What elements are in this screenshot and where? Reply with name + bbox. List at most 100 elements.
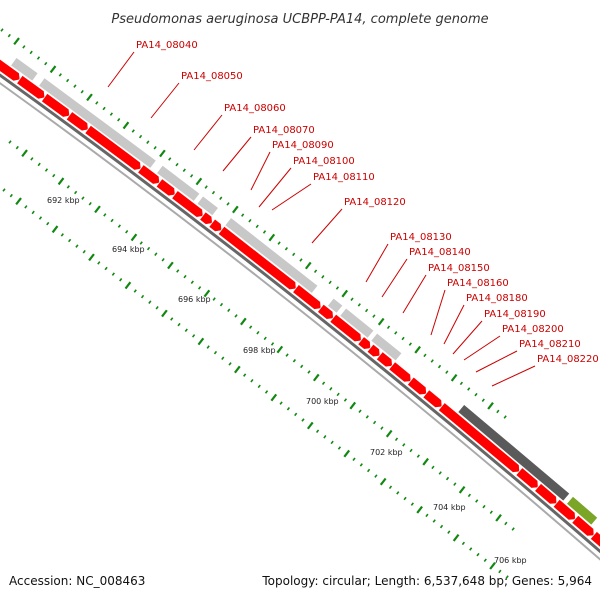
gc-tick: [155, 306, 159, 310]
gene-arrow: [198, 211, 213, 225]
gc-tick: [330, 440, 334, 445]
gene-arrow: [589, 530, 600, 548]
gc-tick: [161, 258, 165, 262]
gc-tick: [195, 177, 203, 186]
gc-tick: [175, 162, 179, 167]
gc-tick: [323, 435, 327, 439]
gene-arrow: [406, 376, 428, 396]
gene-label-pa14-08070[interactable]: PA14_08070: [253, 125, 315, 136]
gc-tick: [130, 233, 138, 242]
gc-tick: [304, 261, 312, 270]
gene-label-pa14-08130[interactable]: PA14_08130: [390, 232, 452, 243]
gc-tick: [423, 353, 427, 358]
gene-label-pa14-08140[interactable]: PA14_08140: [409, 247, 471, 258]
gene-label-pa14-08210[interactable]: PA14_08210: [519, 339, 581, 350]
gene-arrow: [388, 361, 412, 383]
gene-label-pa14-08100[interactable]: PA14_08100: [293, 156, 355, 167]
gc-tick: [146, 140, 150, 144]
gc-tick: [219, 196, 223, 201]
gc-tick: [495, 513, 502, 522]
gc-tick: [292, 252, 296, 257]
leader-line: [430, 289, 446, 336]
gc-tick: [49, 65, 57, 74]
gc-tick: [439, 524, 444, 529]
gc-tick: [44, 168, 49, 172]
gene-label-pa14-08180[interactable]: PA14_08180: [466, 293, 528, 304]
gene-label-pa14-08220[interactable]: PA14_08220: [537, 354, 599, 365]
gc-tick: [75, 244, 79, 248]
gc-tick: [232, 205, 239, 214]
gc-tick: [450, 373, 458, 382]
gc-tick: [335, 286, 340, 290]
kbp-label-702: 702 kbp: [370, 448, 403, 457]
orf-feature: [10, 56, 39, 82]
gc-tick: [184, 328, 188, 332]
leader-line: [193, 114, 223, 151]
gc-tick: [57, 177, 65, 186]
gc-skew-ticks: [0, 28, 515, 579]
leader-line: [402, 274, 427, 314]
gc-tick: [97, 261, 101, 265]
gene-label-pa14-08120[interactable]: PA14_08120: [344, 197, 406, 208]
gene-label-pa14-08060[interactable]: PA14_08060: [224, 103, 286, 114]
gc-tick: [117, 117, 121, 122]
gc-tick: [300, 364, 304, 369]
gc-tick: [44, 61, 48, 66]
gc-tick: [452, 533, 460, 542]
gc-tick: [51, 225, 59, 234]
gc-tick: [503, 415, 507, 419]
gc-tick: [248, 218, 252, 223]
gc-tick: [496, 409, 500, 414]
gc-tick: [487, 401, 494, 410]
label-leader-lines: [107, 51, 536, 387]
gc-tick: [380, 426, 384, 430]
gc-tick: [416, 454, 420, 458]
gene-track: [0, 58, 600, 548]
gc-tick: [29, 50, 33, 55]
gc-tick: [511, 527, 515, 531]
gc-tick: [432, 519, 436, 523]
gc-tick: [13, 37, 20, 46]
gene-arrow: [375, 351, 393, 368]
kbp-label-706: 706 kbp: [494, 556, 527, 565]
gc-tick: [119, 277, 123, 282]
gc-tick: [276, 345, 284, 354]
gc-tick: [505, 575, 509, 579]
gene-label-pa14-08090[interactable]: PA14_08090: [272, 140, 334, 151]
gc-tick: [190, 280, 194, 284]
gc-tick: [357, 303, 361, 307]
gc-tick: [279, 401, 283, 405]
gc-tick: [213, 350, 218, 355]
gene-label-pa14-08050[interactable]: PA14_08050: [181, 71, 243, 82]
gc-tick: [197, 337, 205, 346]
gc-tick: [475, 499, 479, 503]
gene-label-pa14-08150[interactable]: PA14_08150: [428, 263, 490, 274]
gene-label-pa14-08110[interactable]: PA14_08110: [313, 172, 375, 183]
gene-label-pa14-08190[interactable]: PA14_08190: [484, 309, 546, 320]
gene-label-pa14-08200[interactable]: PA14_08200: [502, 324, 564, 335]
gc-tick: [299, 258, 303, 262]
gc-tick: [243, 373, 247, 377]
gc-tick: [73, 84, 77, 88]
gene-label-pa14-08040[interactable]: PA14_08040: [136, 40, 198, 51]
gc-tick: [81, 196, 85, 200]
leader-line: [475, 350, 518, 373]
gc-tick: [167, 261, 174, 270]
gc-tick: [131, 129, 135, 133]
gc-tick: [168, 157, 172, 161]
gc-tick: [447, 530, 451, 534]
gc-tick: [268, 233, 276, 242]
gc-tick: [445, 476, 450, 481]
gc-tick: [422, 457, 429, 466]
gc-tick: [467, 387, 471, 391]
gc-tick: [60, 233, 64, 237]
gc-tick: [9, 193, 13, 198]
gc-tick: [394, 331, 398, 335]
gc-tick: [103, 213, 107, 217]
gc-tick: [410, 502, 414, 506]
kbp-label-692: 692 kbp: [47, 196, 80, 205]
leader-line: [491, 365, 536, 387]
gc-tick: [321, 381, 326, 385]
gene-label-pa14-08160[interactable]: PA14_08160: [447, 278, 509, 289]
